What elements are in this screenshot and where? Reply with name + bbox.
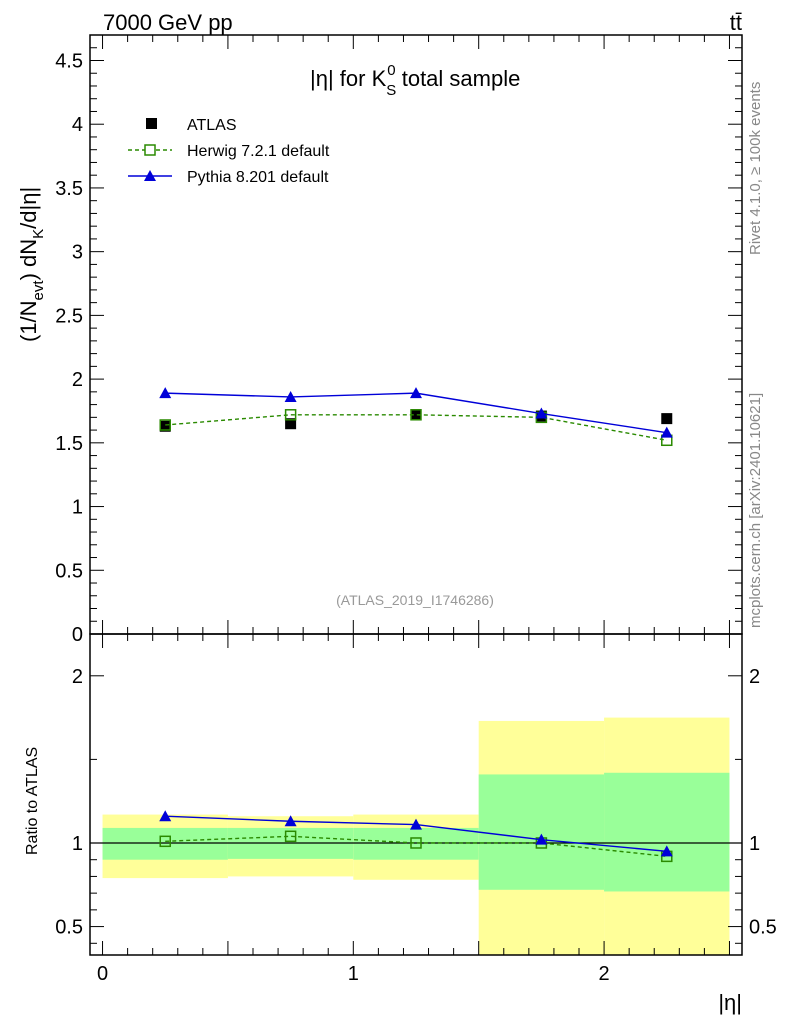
pythia-point <box>410 818 422 830</box>
ratio-uncertainty-bands <box>102 717 730 955</box>
x-tick-label: 2 <box>599 963 610 985</box>
legend: ATLAS Herwig 7.2.1 default Pythia 8.201 … <box>128 117 330 186</box>
ratio-y-tick-label-right: 2 <box>749 666 760 688</box>
legend-atlas-label: ATLAS <box>187 117 237 134</box>
plot-title: |η| for KS0 total sample <box>310 62 520 99</box>
main-panel: 0 0.5 1 1.5 2 2.5 3 3.5 4 4.5 |η| for KS0 total s… <box>16 34 743 646</box>
y-tick-label: 1.5 <box>55 433 83 455</box>
legend-pythia-label: Pythia 8.201 default <box>187 169 329 186</box>
y-tick-label: 3 <box>72 242 83 264</box>
ratio-band-inner <box>478 774 605 890</box>
legend-item-pythia: Pythia 8.201 default <box>128 169 329 186</box>
herwig-point <box>284 409 297 421</box>
pythia-point <box>535 407 548 419</box>
ratio-band-inner <box>353 827 479 860</box>
herwig-point <box>410 837 422 849</box>
xlabel: |η| <box>718 990 742 1015</box>
rivet-version-label: Rivet 4.1.0, ≥ 100k events <box>747 82 764 255</box>
analysis-watermark: (ATLAS_2019_I1746286) <box>336 592 494 608</box>
main-ylabel: (1/Nevt) dNK/d|η| <box>16 187 47 342</box>
main-series-layer <box>159 387 673 447</box>
ratio-y-tick-label: 2 <box>72 666 83 688</box>
y-tick-label: 0.5 <box>55 560 83 582</box>
y-tick-label: 2.5 <box>55 305 83 327</box>
ratio-panel: 0 1 2 0.5 0.5 1 1 2 2 Ratio to ATLAS |η| <box>24 633 777 1015</box>
mcplots-label: mcplots.cern.ch [arXiv:2401.10621] <box>747 393 764 628</box>
legend-item-atlas: ATLAS <box>146 117 237 134</box>
y-tick-label: 4 <box>72 114 83 136</box>
ratio-y-tick-label: 0.5 <box>55 917 83 939</box>
ratio-band-inner <box>604 772 730 892</box>
atlas-point <box>661 413 673 425</box>
herwig-point <box>284 830 297 843</box>
legend-herwig-marker <box>144 144 156 156</box>
ratio-y-tick-label: 1 <box>72 833 83 855</box>
pythia-point <box>660 426 673 438</box>
legend-atlas-marker <box>146 118 157 129</box>
legend-herwig-label: Herwig 7.2.1 default <box>187 143 330 160</box>
x-tick-label: 1 <box>348 963 359 985</box>
pythia-point <box>284 815 297 827</box>
x-tick-label: 0 <box>97 963 108 985</box>
legend-item-herwig: Herwig 7.2.1 default <box>128 143 330 160</box>
legend-pythia-marker <box>144 170 156 181</box>
main-axis-ticks: 0 0.5 1 1.5 2 2.5 3 3.5 4 4.5 <box>55 34 742 646</box>
y-tick-label: 2 <box>72 369 83 391</box>
pythia-point <box>535 833 548 845</box>
atlas-point <box>159 420 171 432</box>
y-tick-label: 3.5 <box>55 178 83 200</box>
ratio-plot-frame <box>89 633 743 956</box>
y-tick-label: 1 <box>72 497 83 519</box>
ratio-y-tick-label-right: 1 <box>749 833 760 855</box>
pythia-point <box>660 845 673 857</box>
atlas-point <box>285 418 297 430</box>
ratio-series-layer <box>159 810 673 863</box>
pythia-point <box>159 387 172 399</box>
ratio-band-inner <box>102 827 228 860</box>
ratio-ylabel: Ratio to ATLAS <box>24 747 41 855</box>
pythia-point <box>159 810 172 822</box>
atlas-point <box>410 409 422 421</box>
herwig-point <box>159 835 171 848</box>
header-energy-label: 7000 GeV pp <box>103 10 233 35</box>
header-process-label: tt̄ <box>730 10 742 35</box>
y-tick-label: 4.5 <box>55 50 83 72</box>
pythia-point <box>284 390 297 402</box>
ratio-y-tick-label-right: 0.5 <box>749 917 777 939</box>
pythia-point <box>410 387 422 399</box>
y-tick-label: 0 <box>72 624 83 646</box>
herwig-point <box>410 409 422 421</box>
herwig-point <box>159 419 171 431</box>
ratio-axis-ticks: 0 1 2 0.5 0.5 1 1 2 2 <box>55 634 777 985</box>
